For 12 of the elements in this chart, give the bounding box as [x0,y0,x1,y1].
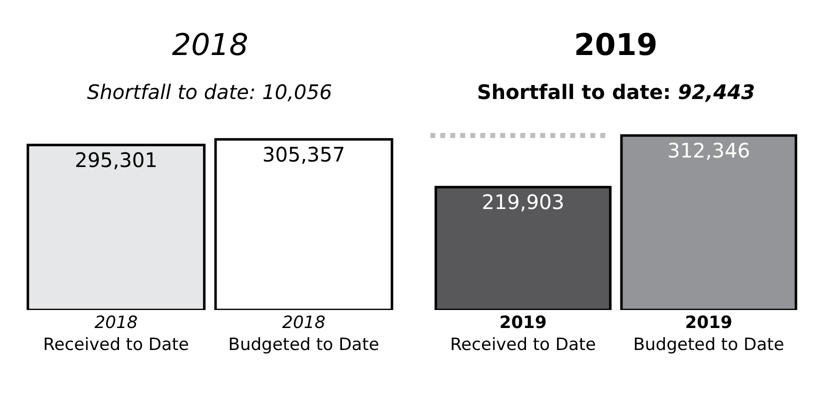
data-label: 295,301 [74,148,158,172]
chart-subtitle: Shortfall to date: 92,443 [477,80,756,104]
x-tick-label: 2019 Budgeted to Date [633,313,784,356]
chart-subtitle: Shortfall to date: 10,056 [87,80,332,104]
data-label: 305,357 [262,142,346,166]
data-label: 312,346 [667,138,750,162]
x-tick-label: 2018 Budgeted to Date [228,313,380,356]
chart-title: 2019 [574,28,658,63]
data-label: 219,903 [482,190,564,214]
x-tick-label: 2018 Received to Date [43,313,190,356]
chart-title: 2018 [172,28,248,63]
x-tick-label: 2019 Received to Date [450,313,596,356]
